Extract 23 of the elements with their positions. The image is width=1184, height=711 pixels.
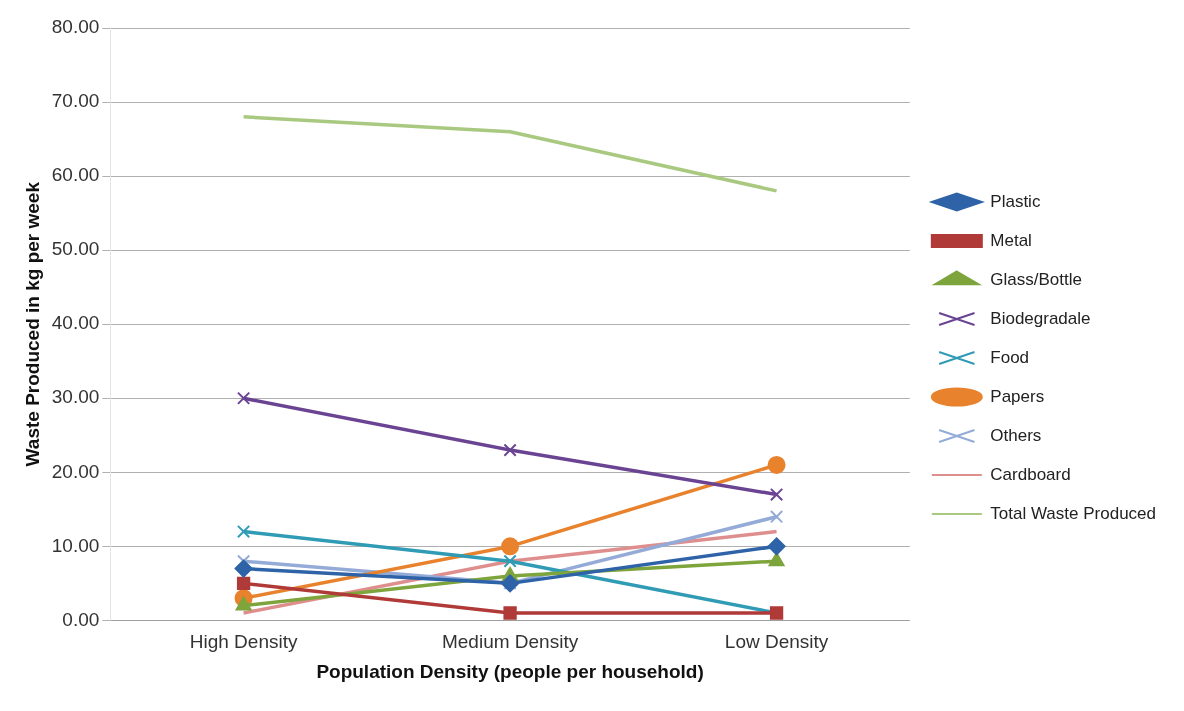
- legend-label: Papers: [990, 386, 1045, 406]
- y-tick-label: 0.00: [62, 608, 100, 630]
- legend-label: Cardboard: [990, 464, 1071, 484]
- y-tick-label: 40.00: [51, 312, 100, 334]
- y-tick-label: 60.00: [51, 164, 100, 186]
- x-axis-title: Population Density (people per household): [316, 660, 704, 682]
- y-tick-label: 70.00: [51, 90, 100, 112]
- y-tick-label: 20.00: [51, 460, 100, 482]
- y-tick-label: 10.00: [51, 534, 100, 556]
- y-axis-title: Waste Produced in kg per week: [21, 181, 43, 467]
- y-tick-label: 50.00: [51, 238, 100, 260]
- legend-label: Metal: [990, 230, 1032, 250]
- legend-label: Food: [990, 347, 1030, 367]
- x-tick-label: High Density: [189, 631, 298, 653]
- x-tick-label: Low Density: [724, 631, 829, 653]
- y-tick-label: 30.00: [51, 386, 100, 408]
- x-tick-label: Medium Density: [441, 631, 579, 653]
- legend-label: Others: [990, 425, 1042, 445]
- legend-label: Glass/Bottle: [990, 269, 1082, 289]
- legend-label: Plastic: [990, 191, 1041, 211]
- legend-label: Total Waste Produced: [990, 503, 1157, 523]
- legend-label: Biodegradale: [990, 308, 1091, 328]
- y-tick-label: 80.00: [51, 16, 100, 38]
